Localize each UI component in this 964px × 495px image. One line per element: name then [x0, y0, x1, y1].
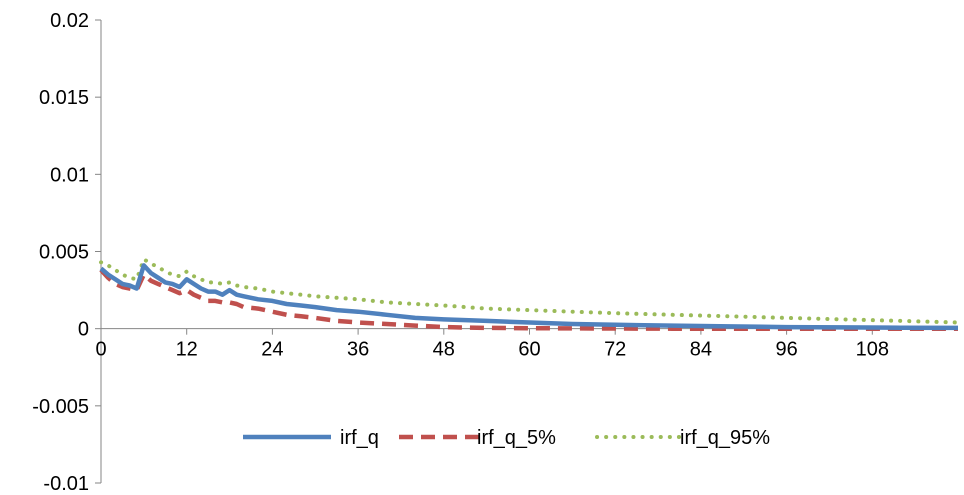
y-tick-label: 0.02 [50, 10, 89, 32]
x-tick-label: 12 [176, 339, 198, 361]
series-line-irf-q [99, 263, 959, 331]
x-tick-label: 48 [433, 339, 455, 361]
x-tick-label: 96 [775, 339, 797, 361]
series-line-irf-q-5 [99, 268, 958, 331]
y-tick-label: 0.01 [50, 164, 89, 186]
y-tick-label: -0.005 [32, 396, 89, 418]
y-tick-label: 0 [78, 319, 89, 341]
series-layer [99, 257, 960, 331]
legend-label: irf_q_95% [680, 427, 770, 449]
x-tick-label: 0 [95, 339, 106, 361]
x-tick-label: 36 [347, 339, 369, 361]
y-tick-label: -0.01 [43, 473, 89, 495]
x-tick-label: 108 [856, 339, 889, 361]
y-tick-label: 0.005 [39, 242, 89, 264]
y-tick-label: 0.015 [39, 87, 89, 109]
legend-label: irf_q [340, 427, 379, 449]
legend-label: irf_q_5% [477, 427, 556, 449]
x-axis: 0 12 24 36 48 60 72 84 96 108 [95, 328, 958, 361]
y-axis: 0.02 0.015 0.01 0.005 0 -0.005 -0.01 [32, 10, 102, 495]
x-tick-label: 24 [261, 339, 283, 361]
x-tick-label: 84 [690, 339, 712, 361]
x-tick-label: 60 [518, 339, 540, 361]
legend: irf_q irf_q_5% irf_q_95% [243, 427, 770, 449]
x-tick-label: 72 [604, 339, 626, 361]
